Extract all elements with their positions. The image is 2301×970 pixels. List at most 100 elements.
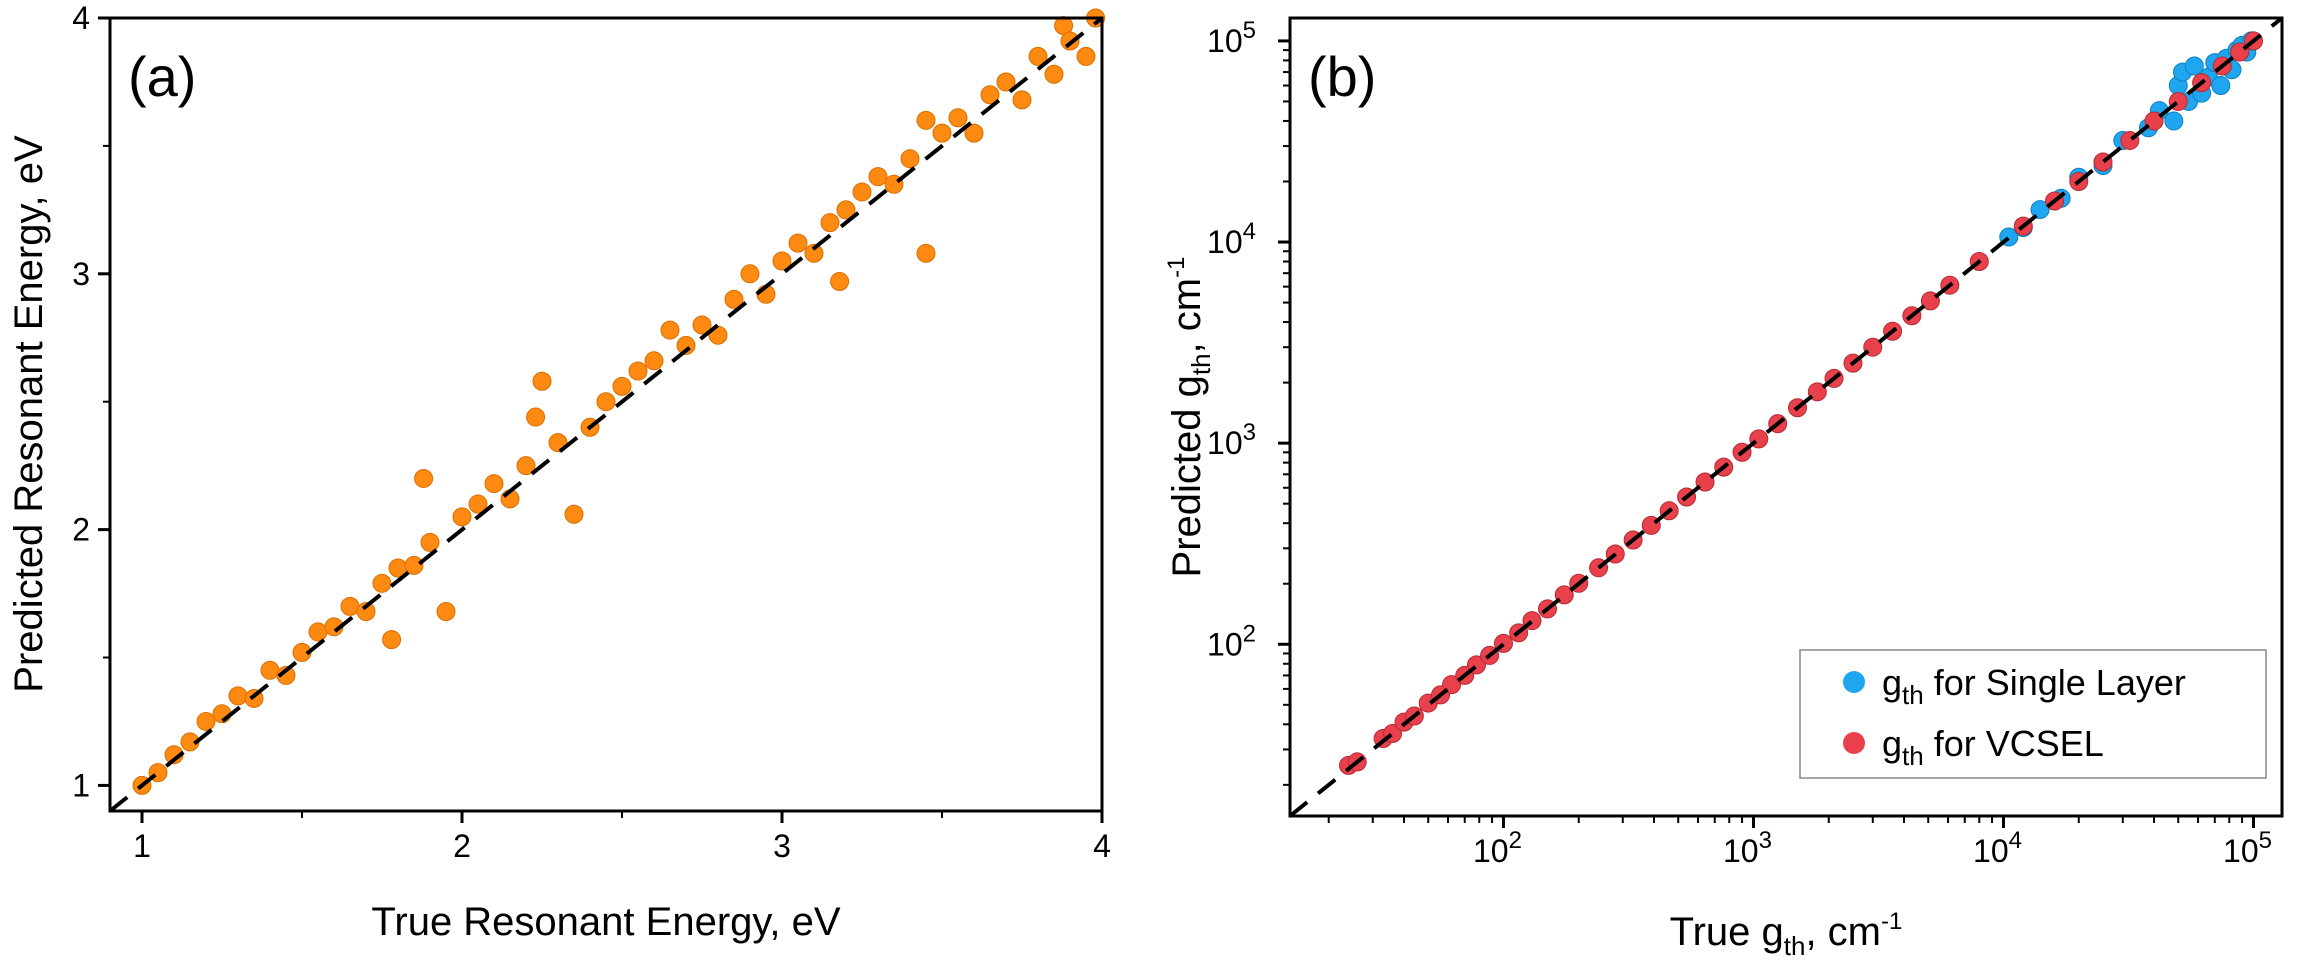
legend-entry-single-layer-prefix: g: [1882, 662, 1902, 703]
panel-a-point: [964, 123, 984, 143]
panel-a-point: [932, 123, 952, 143]
panel-b-tag: (b): [1308, 45, 1376, 108]
legend-entry-vcsel: gth for VCSEL: [1882, 723, 2104, 771]
panel-b-point-vcsel: [1695, 472, 1715, 492]
panel-a-point: [484, 474, 504, 494]
panel-a-point: [820, 213, 840, 233]
panel-b-y-tick-base: 10: [1207, 224, 1243, 260]
panel-b-legend: gth for Single Layer gth for VCSEL: [1799, 649, 2267, 779]
panel-b-point-vcsel: [2144, 111, 2164, 131]
panel-a-point: [1044, 64, 1064, 84]
panel-a-x-axis-title: True Resonant Energy, eV: [371, 900, 840, 944]
panel-a-point: [436, 601, 456, 621]
panel-a-point: [564, 504, 584, 524]
panel-a-reference-line: [108, 16, 1104, 813]
panel-a-y-tick-label: 2: [72, 512, 90, 548]
panel-b-x-tick-exp: 3: [1759, 827, 1772, 854]
panel-a-point: [526, 407, 546, 427]
panel-a-point: [836, 200, 856, 220]
panel-a-point: [772, 251, 792, 271]
panel-b-x-tick-base: 10: [1723, 833, 1759, 869]
panel-a-point: [516, 456, 536, 476]
panel-b-x-tick-label: 103: [1723, 827, 1772, 869]
panel-a-points: [132, 8, 1106, 795]
panel-b-point-vcsel: [1807, 382, 1827, 402]
panel-a-point: [740, 264, 760, 284]
panel-b-x-tick-base: 10: [1973, 833, 2009, 869]
panel-b-y-tick-exp: 4: [1243, 218, 1256, 245]
panel-a-point: [260, 660, 280, 680]
panel-a-point: [916, 110, 936, 130]
panel-b-x-tick-base: 10: [2223, 833, 2259, 869]
panel-a-point: [660, 320, 680, 340]
panel-a-point: [532, 371, 552, 391]
panel-a-point: [900, 149, 920, 169]
panel-a-point: [452, 507, 472, 527]
panel-a-point: [468, 494, 488, 514]
panel-b-x-tick-label: 105: [2223, 827, 2272, 869]
panel-b-y-axis-title-sup: -1: [1163, 257, 1190, 278]
panel-a-point: [676, 335, 696, 355]
panel-b-y-tick-exp: 3: [1243, 419, 1256, 446]
panel-a-x-tick-label: 4: [1093, 828, 1111, 864]
panel-a-point: [356, 601, 376, 621]
panel-a-point: [1076, 46, 1096, 66]
panel-b-y-axis-title: Predicted gth, cm-1: [1163, 257, 1216, 578]
panel-b-y-tick-exp: 5: [1243, 17, 1256, 44]
panel-b-y-tick-label: 105: [1207, 17, 1256, 59]
panel-a-point: [1012, 90, 1032, 110]
panel-a-point: [228, 686, 248, 706]
panel-b-y-axis-title-main: Predicted g: [1165, 375, 1209, 577]
panel-a-point: [628, 361, 648, 381]
panel-b-y-axis-title-unit: , cm: [1165, 278, 1209, 354]
panel-b-point-single-layer: [2211, 76, 2231, 96]
panel-b-y-tick-exp: 2: [1243, 620, 1256, 647]
panel-b-y-tick-base: 10: [1207, 425, 1243, 461]
panel-b-plot-frame: [1288, 16, 2284, 818]
panel-b-point-single-layer: [2164, 111, 2184, 131]
panel-b-y-tick-base: 10: [1207, 626, 1243, 662]
legend-entry-vcsel-sub: th: [1902, 741, 1924, 771]
panel-a-y-tick-label: 4: [72, 0, 90, 36]
panel-a-point: [788, 233, 808, 253]
panel-a-y-tick-label: 1: [72, 767, 90, 803]
panel-a-point: [948, 108, 968, 128]
legend-entry-single-layer: gth for Single Layer: [1882, 662, 2186, 710]
panel-a-point: [852, 182, 872, 202]
panel-a-tag: (a): [128, 45, 196, 108]
panel-a-point: [692, 315, 712, 335]
panel-b-y-tick-label: 103: [1207, 419, 1256, 461]
panel-b-x-tick-label: 104: [1973, 827, 2022, 869]
panel-a-point: [830, 271, 850, 291]
panel-a-point: [868, 167, 888, 187]
panel-b-y-axis-title-sub: th: [1186, 353, 1216, 375]
panel-a-point: [916, 243, 936, 263]
panel-a-y-tick-label: 3: [72, 256, 90, 292]
panel-a-point: [980, 85, 1000, 105]
panel-b-x-axis-title-sup: -1: [1881, 908, 1902, 935]
panel-b-x-axis-title-main: True g: [1670, 910, 1784, 954]
panel-a-point: [596, 392, 616, 412]
panel-b-x-tick-base: 10: [1473, 833, 1509, 869]
panel-a-point: [420, 532, 440, 552]
panel-a-x-tick-label: 3: [773, 828, 791, 864]
panel-b-y-tick-label: 102: [1207, 620, 1256, 662]
panel-b-x-axis-title-sub: th: [1784, 931, 1806, 961]
panel-a-point: [308, 622, 328, 642]
panel-b-y-tick-label: 104: [1207, 218, 1256, 260]
panel-a-point: [612, 376, 632, 396]
panel-b-y-tick-base: 10: [1207, 23, 1243, 59]
panel-b-x-tick-label: 102: [1473, 827, 1522, 869]
panel-b-x-tick-exp: 5: [2259, 827, 2272, 854]
panel-a-point: [724, 289, 744, 309]
panel-a-point: [404, 555, 424, 575]
panel-b-x-tick-exp: 2: [1509, 827, 1522, 854]
panel-a-point: [372, 573, 392, 593]
panel-a-point: [414, 468, 434, 488]
panel-a-x-tick-label: 1: [133, 828, 151, 864]
panel-a-y-axis-title: Predicted Resonant Energy, eV: [7, 135, 51, 693]
panel-a-point: [276, 665, 296, 685]
